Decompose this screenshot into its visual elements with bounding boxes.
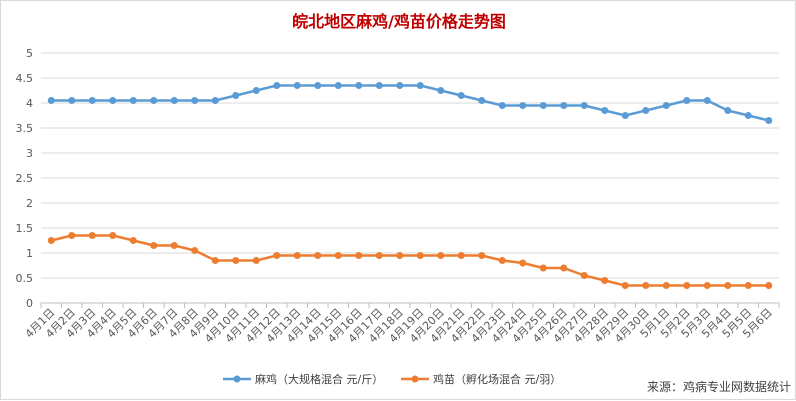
data-point — [744, 112, 752, 119]
data-point — [68, 232, 76, 239]
data-point — [437, 87, 445, 94]
y-tick-label: 2 — [26, 197, 33, 210]
data-point — [642, 282, 650, 289]
x-axis-ticks: 4月1日4月2日4月3日4月4日4月5日4月6日4月7日4月8日4月9日4月10… — [23, 303, 780, 346]
data-point — [129, 97, 137, 104]
data-point — [662, 282, 670, 289]
data-point — [498, 102, 506, 109]
data-point — [519, 259, 527, 267]
data-point — [314, 252, 322, 259]
data-point — [334, 82, 342, 89]
legend-marker-chick — [411, 375, 419, 383]
grid-lines — [41, 52, 779, 304]
data-point — [109, 232, 117, 239]
data-point — [396, 82, 404, 89]
data-point — [498, 257, 506, 264]
y-tick-label: 4 — [26, 97, 33, 110]
data-point — [88, 97, 96, 104]
series-layer — [47, 82, 773, 289]
legend-label-chick: 鸡苗（孵化场混合 元/羽） — [433, 372, 561, 386]
data-point — [211, 257, 219, 264]
data-point — [601, 277, 609, 284]
data-point — [765, 282, 773, 289]
data-point — [252, 257, 260, 264]
data-point — [293, 82, 301, 89]
data-point — [293, 252, 301, 259]
data-point — [437, 252, 445, 259]
y-tick-label: 1.5 — [16, 222, 34, 235]
legend-label-machicken: 麻鸡（大规格混合 元/斤） — [255, 372, 383, 386]
y-tick-label: 4.5 — [16, 72, 34, 85]
data-point — [150, 242, 158, 249]
y-tick-label: 1 — [26, 247, 33, 260]
y-tick-label: 0.5 — [16, 272, 34, 285]
y-tick-label: 0 — [26, 297, 33, 310]
y-tick-label: 3 — [26, 147, 33, 160]
data-point — [560, 102, 568, 109]
data-point — [539, 264, 547, 272]
data-point — [580, 102, 588, 109]
data-point — [642, 107, 650, 114]
data-point — [252, 87, 260, 94]
data-point — [457, 252, 465, 259]
data-point — [724, 282, 732, 289]
data-point — [560, 264, 568, 272]
data-point — [273, 252, 281, 259]
data-point — [539, 102, 547, 109]
data-point — [457, 92, 465, 99]
data-point — [396, 252, 404, 259]
data-point — [129, 237, 137, 244]
data-point — [191, 247, 199, 254]
data-point — [478, 97, 486, 104]
data-point — [232, 257, 240, 264]
data-point — [47, 237, 55, 244]
data-point — [211, 97, 219, 104]
data-point — [232, 92, 240, 99]
y-axis-ticks: 0 0.5 1 1.5 2 2.5 3 3.5 4 4.5 5 — [16, 47, 34, 310]
data-point — [416, 82, 424, 89]
data-point — [683, 97, 691, 104]
data-point — [170, 97, 178, 104]
legend-marker-machicken — [233, 375, 241, 383]
data-point — [601, 107, 609, 114]
y-tick-label: 3.5 — [16, 122, 34, 135]
data-point — [375, 252, 383, 259]
y-tick-label: 2.5 — [16, 172, 34, 185]
data-point — [580, 272, 588, 279]
data-point — [519, 102, 527, 109]
y-tick-label: 5 — [26, 47, 33, 60]
data-point — [703, 282, 711, 289]
chart-title: 皖北地区麻鸡/鸡苗价格走势图 — [292, 12, 506, 31]
data-point — [150, 97, 158, 104]
data-point — [47, 97, 55, 104]
source-note: 来源：鸡病专业网数据统计 — [647, 379, 791, 394]
data-point — [88, 232, 96, 239]
data-point — [744, 282, 752, 289]
data-point — [662, 102, 670, 109]
legend: 麻鸡（大规格混合 元/斤） 鸡苗（孵化场混合 元/羽） — [223, 372, 561, 386]
data-point — [355, 82, 363, 89]
data-point — [109, 97, 117, 104]
data-point — [765, 117, 773, 124]
data-point — [314, 82, 322, 89]
data-point — [68, 97, 76, 104]
data-point — [170, 242, 178, 249]
data-point — [703, 97, 711, 104]
data-point — [334, 252, 342, 259]
data-point — [416, 252, 424, 259]
data-point — [478, 252, 486, 259]
data-point — [683, 282, 691, 289]
data-point — [273, 82, 281, 89]
data-point — [375, 82, 383, 89]
data-point — [724, 107, 732, 114]
data-point — [355, 252, 363, 259]
data-point — [621, 112, 629, 119]
data-point — [191, 97, 199, 104]
data-point — [621, 282, 629, 289]
